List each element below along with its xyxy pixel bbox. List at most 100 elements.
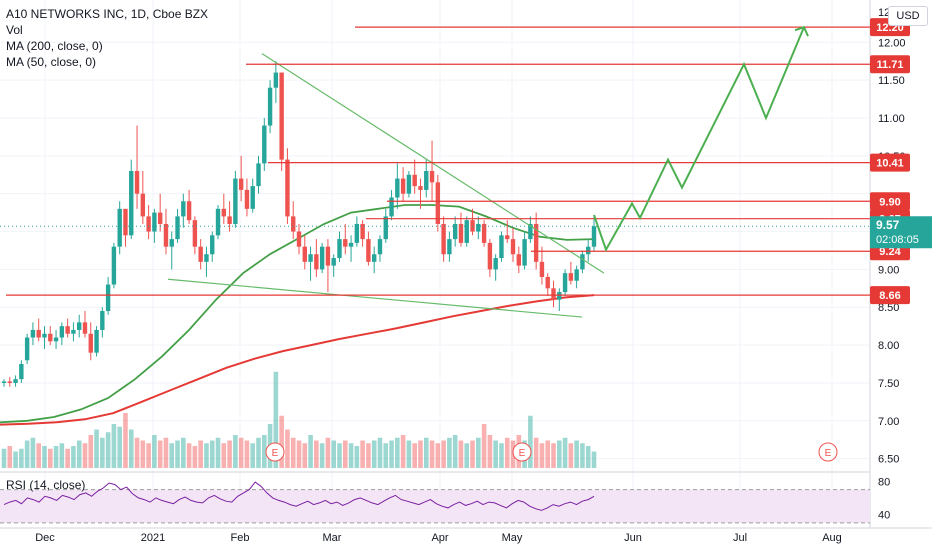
- volume-bar: [551, 443, 556, 468]
- price-tick-label: 7.00: [878, 416, 899, 428]
- volume-indicator-label[interactable]: Vol: [6, 23, 23, 37]
- candle-body: [94, 329, 99, 353]
- volume-bar: [377, 437, 383, 468]
- volume-bar: [82, 443, 88, 468]
- volume-bar: [429, 440, 435, 468]
- candle-body: [296, 231, 302, 247]
- volume-bar: [250, 443, 256, 468]
- candle-body: [331, 258, 336, 266]
- last-price-label: 9.57: [876, 218, 900, 232]
- volume-bar: [215, 437, 221, 468]
- candle-body: [238, 178, 244, 190]
- candle-body: [371, 254, 377, 262]
- candle-body: [227, 216, 232, 224]
- volume-bar: [504, 437, 510, 468]
- candle-body: [406, 174, 412, 194]
- volume-bar: [261, 435, 267, 468]
- candle-body: [366, 239, 371, 262]
- rsi-indicator-label[interactable]: RSI (14, close): [6, 478, 86, 492]
- volume-bar: [493, 440, 498, 468]
- volume-bar: [585, 446, 591, 468]
- volume-bar: [441, 440, 446, 468]
- earnings-marker[interactable]: [818, 442, 838, 462]
- candle-body: [586, 246, 591, 255]
- time-tick-label: 2021: [141, 532, 165, 544]
- volume-bar: [308, 435, 313, 468]
- candle-body: [1, 381, 7, 383]
- candle-body: [48, 333, 53, 342]
- volume-bar: [290, 437, 296, 468]
- earnings-marker[interactable]: [512, 442, 532, 462]
- candle-body: [464, 220, 469, 243]
- candle-body: [82, 322, 88, 334]
- descending-trendline[interactable]: [261, 53, 605, 274]
- candle-body: [250, 186, 255, 209]
- candle-body: [146, 216, 151, 232]
- candle-body: [429, 170, 435, 183]
- volume-bar: [175, 440, 180, 468]
- candle-body: [447, 239, 452, 255]
- candle-body: [204, 254, 209, 262]
- candle-body: [435, 182, 441, 224]
- volume-bar: [539, 443, 545, 468]
- volume-bar: [464, 443, 470, 468]
- ma200-indicator-label[interactable]: MA (200, close, 0): [6, 39, 103, 53]
- candle-body: [256, 163, 261, 187]
- candle-body: [568, 273, 574, 281]
- volume-bar: [568, 443, 574, 468]
- candle-body: [522, 239, 527, 266]
- volume-bar: [435, 443, 441, 468]
- volume-bar: [157, 440, 163, 468]
- volume-bar: [76, 440, 82, 468]
- price-projection-path[interactable]: [593, 26, 805, 253]
- candle-body: [215, 208, 221, 236]
- ma50-indicator-label[interactable]: MA (50, close, 0): [6, 55, 97, 69]
- volume-bar: [36, 443, 42, 468]
- candle-body: [140, 193, 146, 217]
- earnings-marker-label: E: [825, 448, 832, 459]
- volume-bar: [59, 443, 65, 468]
- volume-bar: [319, 443, 325, 468]
- volume-bar: [117, 426, 122, 468]
- volume-bar: [42, 446, 47, 468]
- volume-bar: [447, 437, 452, 468]
- candle-body: [319, 246, 325, 270]
- candle-body: [175, 216, 180, 240]
- volume-bar: [406, 440, 412, 468]
- bar-countdown-label: 02:08:05: [876, 234, 919, 246]
- price-tick-label: 11.00: [878, 113, 905, 125]
- candle-body: [400, 178, 406, 194]
- price-tick-label: 9.00: [878, 264, 899, 276]
- volume-bar: [400, 435, 406, 468]
- level-price-label: 8.66: [879, 290, 900, 302]
- volume-bar: [221, 443, 227, 468]
- candle-body: [198, 246, 203, 262]
- volume-bar: [528, 415, 533, 468]
- chart-legend: A10 NETWORKS INC, 1D, Cboe BZX Vol MA (2…: [6, 6, 208, 70]
- last-price-tag: [870, 216, 932, 249]
- volume-bar: [204, 443, 209, 468]
- candle-body: [533, 223, 539, 262]
- symbol-title[interactable]: A10 NETWORKS INC, 1D, Cboe BZX: [6, 7, 209, 21]
- volume-bar: [209, 440, 215, 468]
- volume-bar: [331, 440, 337, 468]
- volume-bar: [111, 424, 117, 468]
- volume-bar: [470, 440, 475, 468]
- earnings-marker[interactable]: [265, 442, 285, 462]
- currency-button[interactable]: USD: [888, 6, 928, 26]
- ascending-trendline[interactable]: [167, 278, 583, 318]
- time-tick-label: Jul: [733, 532, 747, 544]
- volume-bar: [395, 437, 400, 468]
- candle-body: [418, 186, 423, 190]
- candle-body: [325, 246, 331, 266]
- volume-bar: [24, 440, 30, 468]
- candle-body: [377, 239, 383, 255]
- candle-body: [129, 170, 134, 236]
- candle-body: [192, 220, 198, 247]
- time-tick-label: Mar: [323, 532, 342, 544]
- candle-body: [36, 329, 41, 338]
- volume-bar: [163, 437, 169, 468]
- volume-bar: [181, 437, 186, 468]
